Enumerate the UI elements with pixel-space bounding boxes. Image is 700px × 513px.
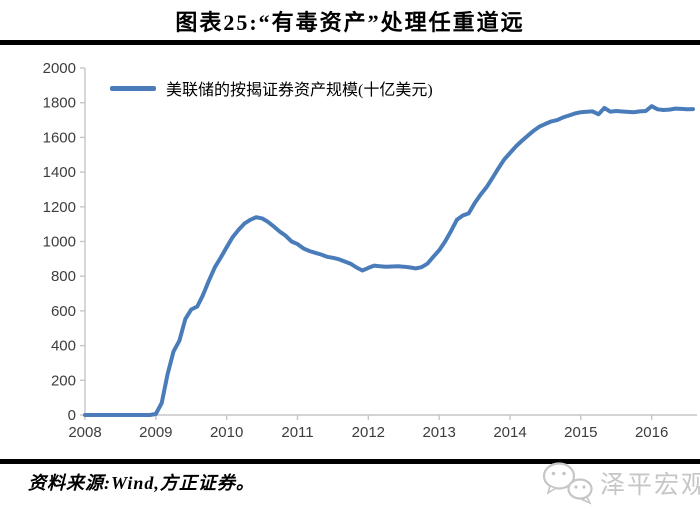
- y-tick-label: 200: [51, 372, 76, 389]
- wechat-icon: [542, 462, 593, 505]
- x-tick-label: 2010: [210, 424, 243, 441]
- axis-labels: 0 200 400 600 800 1000 1200 1400 1600 1800 2000 200…: [43, 60, 669, 441]
- bottom-divider-rule: [0, 459, 700, 464]
- y-tick-label: 1400: [43, 164, 76, 181]
- watermark: 泽平宏观: [541, 461, 700, 505]
- x-tick-label: 2009: [139, 424, 172, 441]
- x-tick-label: 2014: [493, 424, 526, 441]
- y-tick-label: 0: [68, 407, 76, 424]
- x-tick-label: 2008: [68, 424, 101, 441]
- chart-legend: 美联储的按揭证券资产规模(十亿美元): [110, 76, 433, 100]
- y-tick-label: 600: [51, 303, 76, 320]
- axis-ticks: [80, 67, 653, 420]
- y-tick-label: 400: [51, 338, 76, 355]
- x-tick-label: 2013: [422, 424, 455, 441]
- x-tick-label: 2016: [635, 424, 668, 441]
- data-series: [83, 104, 695, 417]
- top-divider-rule: [0, 40, 700, 45]
- source-note: 资料来源:Wind,方正证券。: [28, 473, 255, 493]
- legend-label: 美联储的按揭证券资产规模(十亿美元): [166, 82, 433, 99]
- data-line-mbs: [83, 104, 695, 417]
- watermark-text: 泽平宏观: [600, 472, 700, 499]
- y-tick-label: 1600: [43, 129, 76, 146]
- y-tick-label: 1000: [43, 234, 76, 251]
- chart-title: 图表25:“有毒资产”处理任重道远: [175, 10, 525, 35]
- x-tick-label: 2011: [281, 424, 313, 441]
- x-tick-label: 2015: [564, 424, 597, 441]
- axes: [84, 68, 697, 416]
- y-tick-label: 2000: [43, 60, 76, 77]
- legend-line-swatch: [110, 85, 156, 91]
- y-tick-label: 800: [51, 268, 76, 285]
- y-tick-label: 1200: [43, 199, 76, 216]
- y-tick-label: 1800: [43, 95, 76, 112]
- x-tick-label: 2012: [352, 424, 385, 441]
- line-chart: 0 200 400 600 800 1000 1200 1400 1600 1800 2000 200…: [43, 60, 697, 441]
